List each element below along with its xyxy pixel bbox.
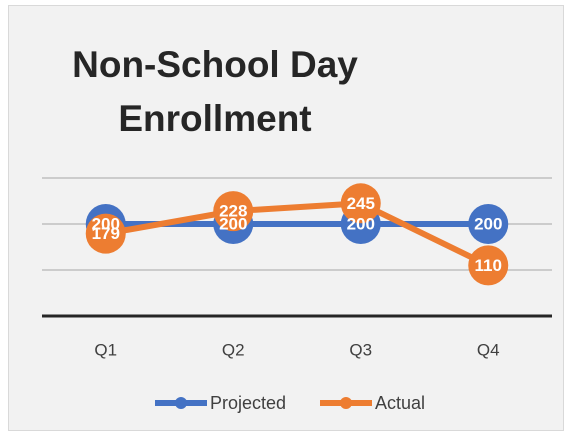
- data-label: 200: [92, 214, 120, 233]
- chart-title: Non-School Day Enrollment: [72, 44, 358, 139]
- data-label: 245: [347, 194, 375, 213]
- data-label: 110: [475, 256, 502, 275]
- data-label: 200: [219, 214, 247, 233]
- marker: [468, 245, 509, 286]
- line: [105, 200, 490, 269]
- data-label: 200: [347, 214, 375, 233]
- legend-item: Actual: [320, 393, 425, 413]
- marker: [213, 191, 254, 232]
- marker: [85, 213, 126, 254]
- x-tick-label: Q1: [94, 340, 117, 359]
- data-label: 179: [92, 224, 120, 243]
- legend-label: Projected: [210, 393, 286, 413]
- legend-marker: [340, 397, 352, 409]
- marker: [340, 183, 381, 224]
- legend-marker: [175, 397, 187, 409]
- legend-label: Actual: [375, 393, 425, 413]
- x-tick-label: Q3: [349, 340, 372, 359]
- legend-item: Projected: [155, 393, 286, 413]
- x-tick-label: Q2: [222, 340, 245, 359]
- data-label: 228: [219, 202, 247, 221]
- data-label: 200: [474, 214, 502, 233]
- x-tick-label: Q4: [477, 340, 500, 359]
- marker: [468, 204, 509, 244]
